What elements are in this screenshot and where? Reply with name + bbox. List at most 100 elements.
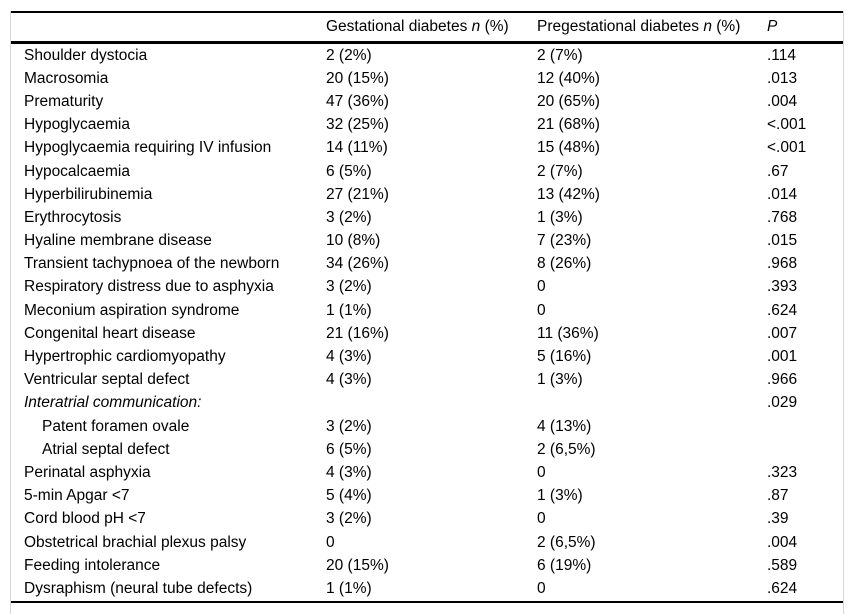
p-value: .968 [767,255,798,273]
pregestational-value: 0 [537,463,546,481]
gestational-value: 5 (4%) [326,487,372,505]
table-row: Meconium aspiration syndrome 1 (1%) 0 .6… [11,299,843,322]
outcome-label: Hypoglycaemia [24,116,130,134]
gestational-value: 20 (15%) [326,69,389,87]
pregestational-value: 6 (19%) [537,556,592,574]
table-row: Dysraphism (neural tube defects) 1 (1%) … [11,577,843,602]
table-body: Shoulder dystocia 2 (2%) 2 (7%) .114 Mac… [11,43,843,602]
table-row: Ventricular septal defect 4 (3%) 1 (3%) … [11,369,843,392]
pregestational-value: 20 (65%) [537,92,600,110]
gestational-value: 10 (8%) [326,232,381,250]
pregestational-value: 15 (48%) [537,139,600,157]
table-row: Congenital heart disease 21 (16%) 11 (36… [11,322,843,345]
outcome-label: 5-min Apgar <7 [24,487,130,505]
outcome-label: Ventricular septal defect [24,371,190,389]
table-row: Shoulder dystocia 2 (2%) 2 (7%) .114 [11,43,843,68]
p-value: .624 [767,579,798,597]
outcome-label: Hypertrophic cardiomyopathy [24,348,226,366]
outcome-label: Hyperbilirubinemia [24,185,153,203]
pregestational-value: 11 (36%) [537,324,599,342]
pregestational-value: 4 (13%) [537,417,592,435]
outcome-label: Prematurity [24,92,104,110]
p-value: .966 [767,371,798,389]
outcome-label: Macrosomia [24,69,109,87]
table-row: Hypertrophic cardiomyopathy 4 (3%) 5 (16… [11,345,843,368]
table-row: Cord blood pH <7 3 (2%) 0 .39 [11,508,843,531]
gestational-value: 1 (1%) [326,301,372,319]
table-row: Interatrial communication: .029 [11,392,843,415]
column-header-pregestational-n: n [703,18,712,35]
outcome-label: Erythrocytosis [24,208,122,226]
p-value: .87 [767,487,789,505]
outcome-label: Shoulder dystocia [24,46,148,64]
gestational-value: 6 (5%) [326,162,372,180]
gestational-value: 0 [326,533,335,551]
gestational-value: 1 (1%) [326,579,372,597]
p-value: .029 [767,394,798,412]
pregestational-value: 13 (42%) [537,185,600,203]
table-row: 5-min Apgar <7 5 (4%) 1 (3%) .87 [11,485,843,508]
pregestational-value: 8 (26%) [537,255,592,273]
outcome-label: Obstetrical brachial plexus palsy [24,533,247,551]
table-row: Hyperbilirubinemia 27 (21%) 13 (42%) .01… [11,183,843,206]
pregestational-value: 1 (3%) [537,371,583,389]
p-value: .001 [767,348,798,366]
outcome-label: Hypoglycaemia requiring IV infusion [24,139,272,157]
p-value: <.001 [767,139,807,157]
p-value: .013 [767,69,798,87]
pregestational-value: 1 (3%) [537,487,583,505]
p-value: .624 [767,301,798,319]
pregestational-value: 2 (6,5%) [537,533,596,551]
pregestational-value: 7 (23%) [537,232,592,250]
gestational-value: 34 (26%) [326,255,389,273]
pregestational-value: 0 [537,278,546,296]
outcome-label: Transient tachypnoea of the newborn [24,255,280,273]
gestational-value: 27 (21%) [326,185,389,203]
column-header-gestational-pct: (%) [484,18,509,35]
p-value: .004 [767,92,798,110]
table-row: Atrial septal defect 6 (5%) 2 (6,5%) [11,438,843,461]
gestational-value: 47 (36%) [326,92,389,110]
gestational-value: 32 (25%) [326,116,389,134]
table-row: Erythrocytosis 3 (2%) 1 (3%) .768 [11,206,843,229]
p-value: .39 [767,510,789,528]
outcome-label: Meconium aspiration syndrome [24,301,240,319]
p-value: .589 [767,556,798,574]
p-value: .67 [767,162,789,180]
gestational-value: 4 (3%) [326,371,372,389]
column-header-gestational: Gestational diabetes n (%) [326,12,537,43]
table-row: Transient tachypnoea of the newborn 34 (… [11,253,843,276]
pregestational-value: 12 (40%) [537,69,600,87]
outcome-label: Congenital heart disease [24,324,196,342]
table-row: Macrosomia 20 (15%) 12 (40%) .013 [11,67,843,90]
pregestational-value: 0 [537,301,546,319]
outcome-label: Hyaline membrane disease [24,232,212,250]
pregestational-value: 2 (6,5%) [537,440,596,458]
outcome-label: Respiratory distress due to asphyxia [24,278,274,296]
pregestational-value [537,392,767,415]
pregestational-value: 0 [537,510,546,528]
p-value: .014 [767,185,798,203]
p-value: .007 [767,324,798,342]
table-row: Hypoglycaemia 32 (25%) 21 (68%) <.001 [11,114,843,137]
pregestational-value: 1 (3%) [537,208,583,226]
gestational-value: 3 (2%) [326,208,372,226]
gestational-value: 6 (5%) [326,440,372,458]
gestational-value: 21 (16%) [326,324,389,342]
table-row: Perinatal asphyxia 4 (3%) 0 .323 [11,461,843,484]
gestational-value: 14 (11%) [326,139,388,157]
outcome-label: Atrial septal defect [42,440,170,458]
gestational-value: 3 (2%) [326,417,372,435]
p-value: .015 [767,232,798,250]
table-row: Hypoglycaemia requiring IV infusion 14 (… [11,137,843,160]
table-row: Patent foramen ovale 3 (2%) 4 (13%) [11,415,843,438]
p-value: .768 [767,208,798,226]
p-value: .004 [767,533,798,551]
column-header-pregestational-pct: (%) [716,18,741,35]
table-row: Feeding intolerance 20 (15%) 6 (19%) .58… [11,554,843,577]
table-row: Hypocalcaemia 6 (5%) 2 (7%) .67 [11,160,843,183]
pregestational-value: 21 (68%) [537,116,600,134]
column-header-outcome [11,12,326,43]
column-header-gestational-label: Gestational diabetes [326,18,468,35]
